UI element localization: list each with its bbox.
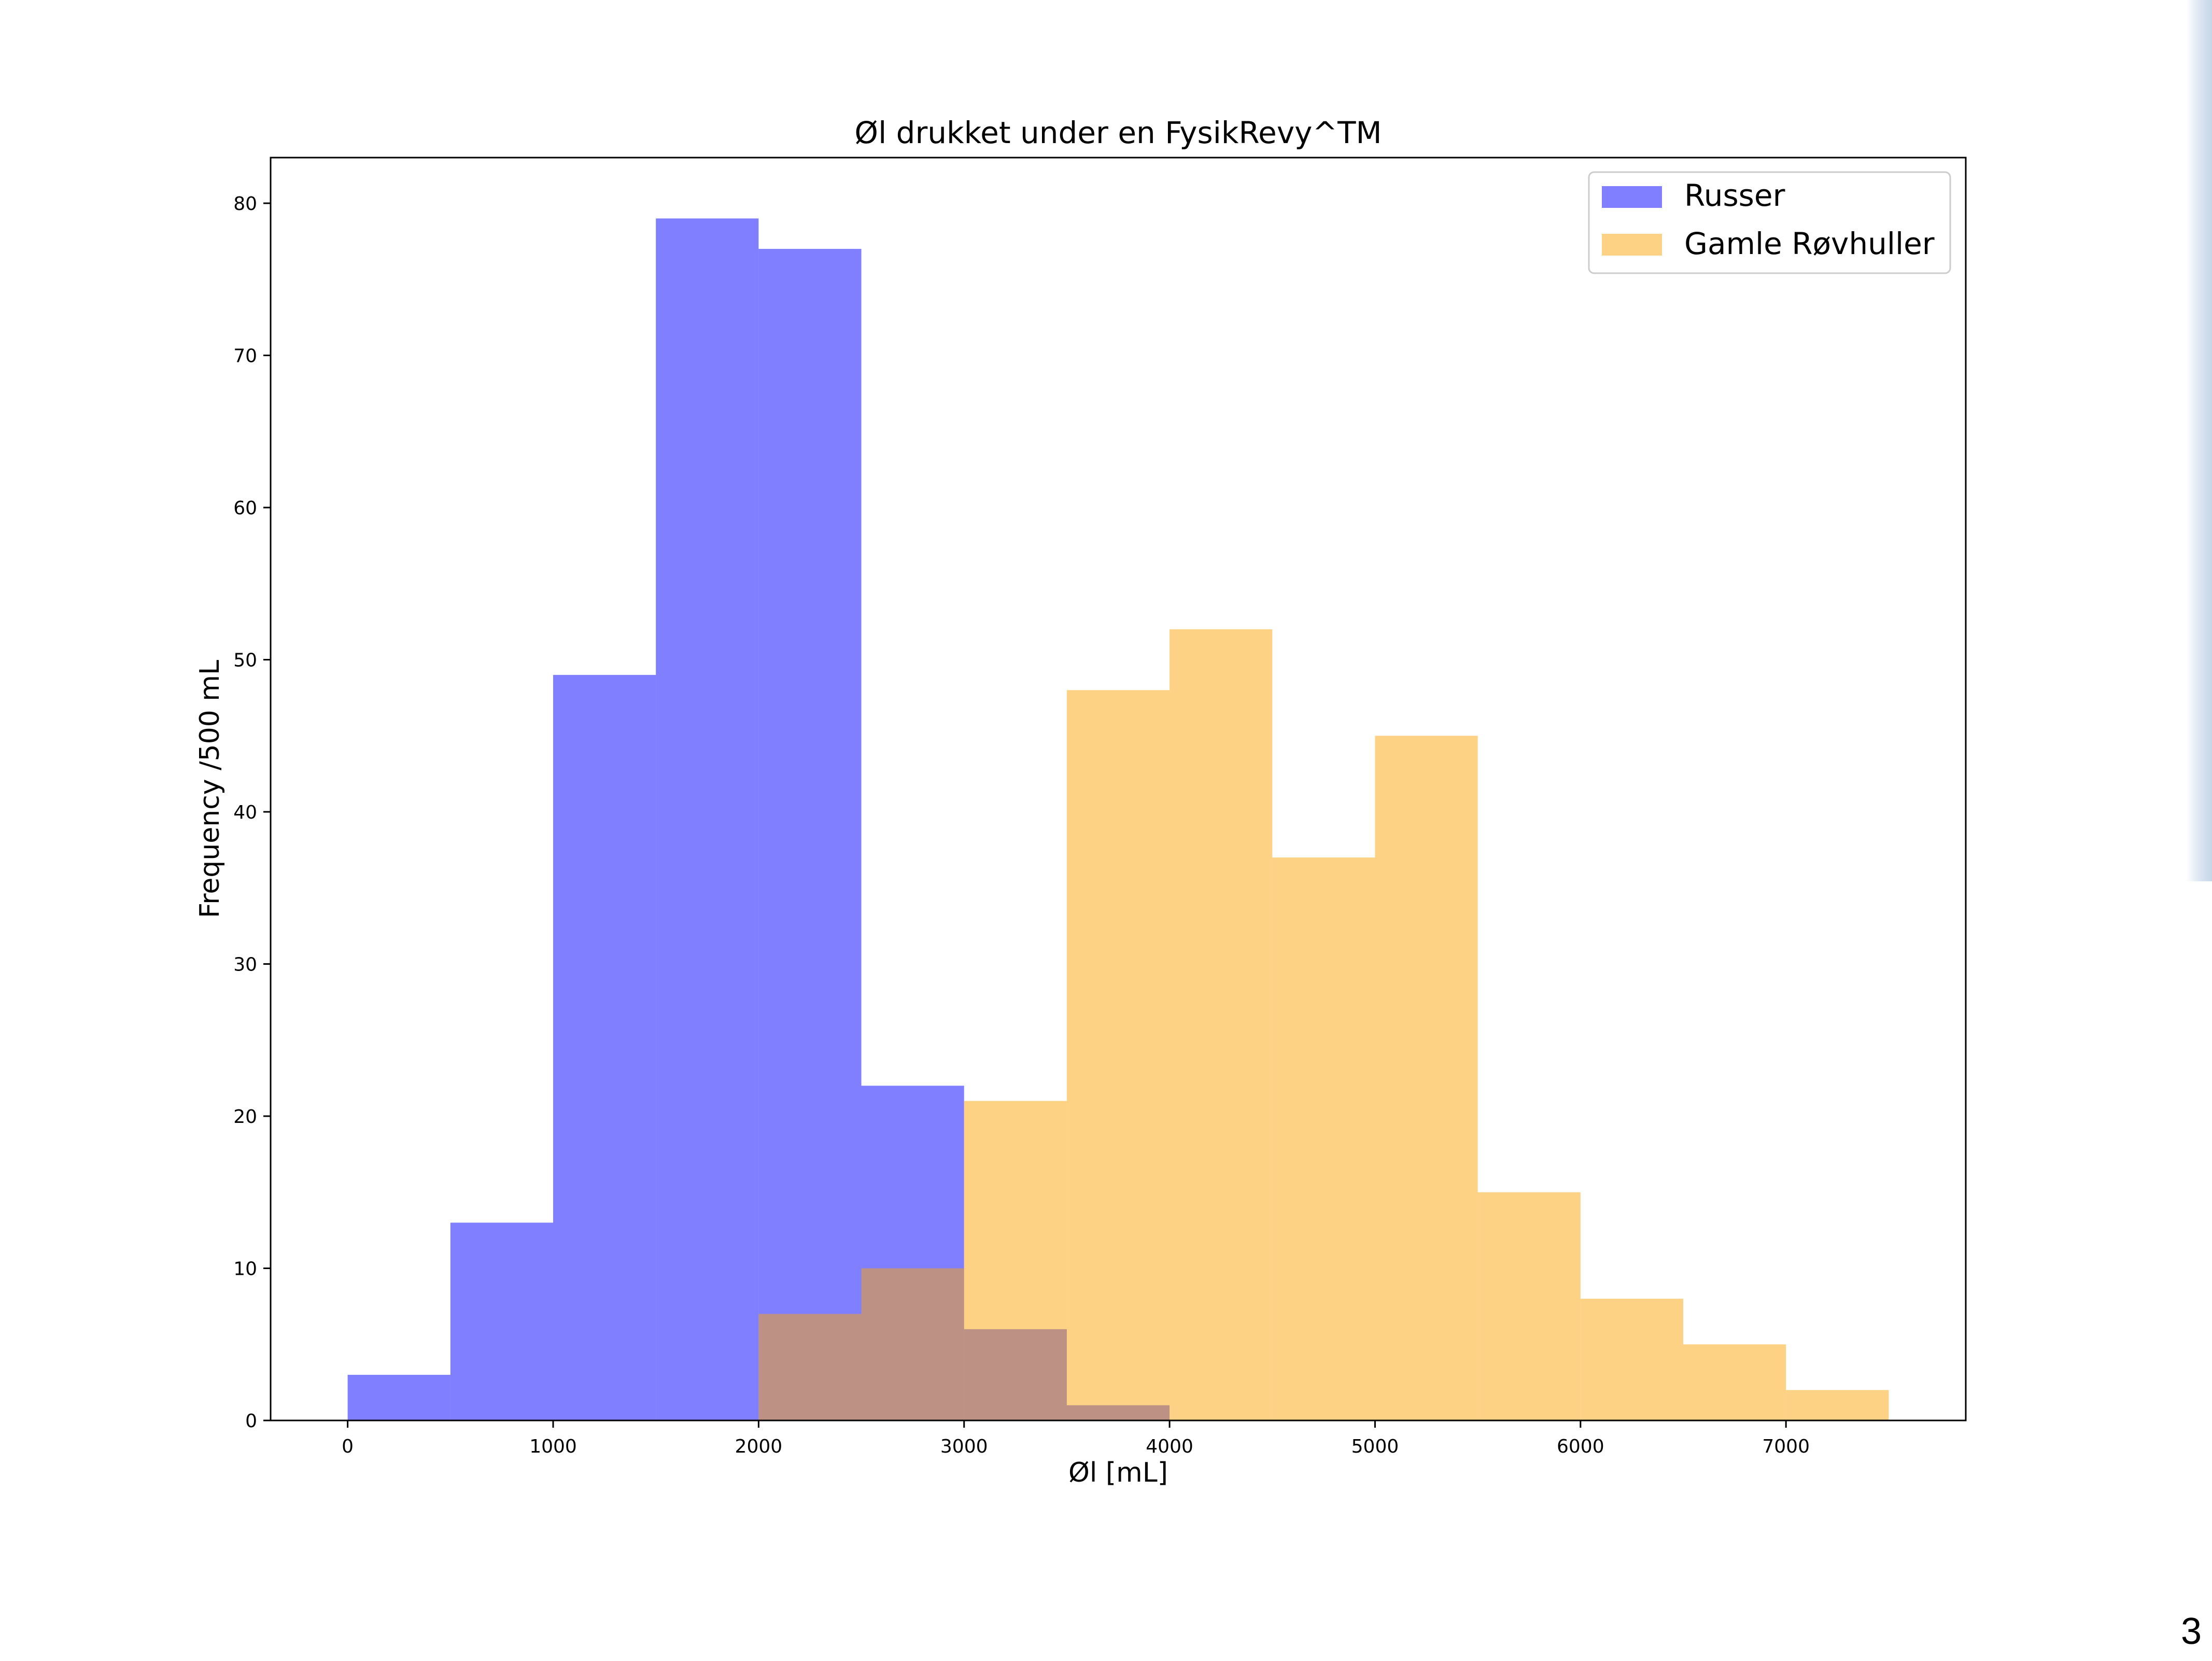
y-tick-label: 0 (245, 1411, 257, 1432)
x-axis-label: Øl [mL] (1068, 1457, 1168, 1488)
bar-russer-0 (347, 1374, 450, 1420)
bar-gamle-rovhuller-5 (1272, 857, 1375, 1420)
y-tick-label: 50 (233, 650, 257, 671)
y-tick-label: 10 (233, 1259, 257, 1280)
plot-frame (270, 157, 1967, 1421)
bar-russer-4 (758, 249, 862, 1420)
y-tick-label: 70 (233, 346, 257, 367)
legend-label-russer: Russer (1684, 178, 1785, 213)
bar-russer-2 (553, 674, 656, 1420)
y-tick-label: 40 (233, 802, 257, 823)
bar-gamle-rovhuller-4 (1170, 629, 1273, 1420)
x-tick-label: 7000 (1762, 1436, 1810, 1457)
bar-gamle-rovhuller-7 (1477, 1192, 1581, 1420)
bar-gamle-rovhuller-3 (1066, 690, 1170, 1420)
bar-gamle-rovhuller-1 (861, 1268, 964, 1420)
page-number: 3 (2180, 1611, 2202, 1652)
y-tick-label: 30 (233, 954, 257, 976)
bar-gamle-rovhuller-0 (758, 1314, 862, 1420)
y-axis-label: Frequency /500 mL (194, 660, 226, 918)
bar-gamle-rovhuller-8 (1580, 1299, 1683, 1420)
bar-russer-3 (656, 218, 759, 1421)
x-tick-label: 4000 (1146, 1436, 1193, 1457)
legend-swatch-russer (1602, 186, 1662, 208)
x-tick-label: 0 (342, 1436, 354, 1457)
plot-bars (347, 218, 1889, 1421)
legend-swatch-gamle-rovhuller (1602, 234, 1662, 256)
x-axis-ticks: 0 1000 2000 3000 4000 5000 6000 7000 (342, 1420, 1810, 1457)
legend: Russer Gamle Røvhuller (1588, 171, 1951, 274)
bar-gamle-rovhuller-6 (1375, 736, 1478, 1420)
x-tick-label: 2000 (735, 1436, 783, 1457)
x-tick-label: 5000 (1351, 1436, 1399, 1457)
bar-gamle-rovhuller-2 (964, 1101, 1067, 1420)
y-tick-label: 60 (233, 498, 257, 519)
chart-title: Øl drukket under en FysikRevy^TM (854, 115, 1382, 150)
bar-gamle-rovhuller-9 (1683, 1344, 1786, 1420)
y-axis-ticks: 0 10 20 30 40 50 60 70 80 (233, 193, 271, 1432)
x-tick-label: 1000 (529, 1436, 577, 1457)
y-tick-label: 80 (233, 193, 257, 215)
bar-russer-1 (450, 1222, 553, 1420)
legend-box (1588, 171, 1951, 274)
bar-gamle-rovhuller-10 (1786, 1390, 1889, 1420)
legend-label-gamle-rovhuller: Gamle Røvhuller (1684, 226, 1935, 261)
y-tick-label: 20 (233, 1106, 257, 1128)
slide-side-decoration (2186, 0, 2212, 881)
x-tick-label: 3000 (940, 1436, 988, 1457)
x-tick-label: 6000 (1557, 1436, 1604, 1457)
